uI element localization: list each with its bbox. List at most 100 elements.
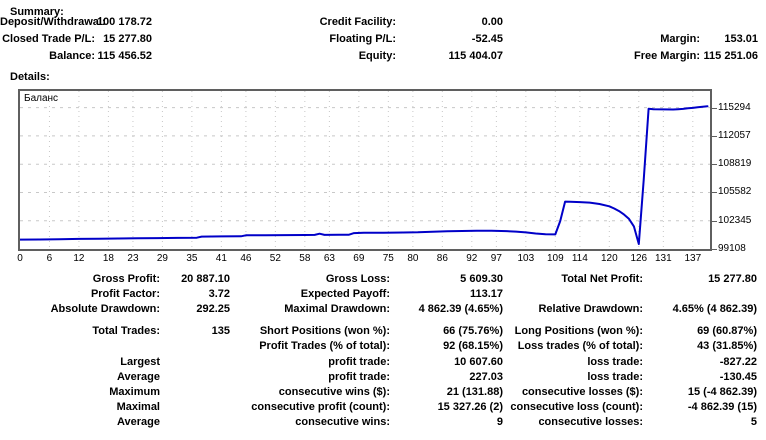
y-axis-tick xyxy=(712,107,717,109)
details-label xyxy=(0,339,160,354)
chart-plot-area: Баланс xyxy=(18,89,712,251)
x-axis-label: 52 xyxy=(269,253,281,264)
details-value: 43 (31.85%) xyxy=(697,340,757,352)
details-label: Expected Payoff: xyxy=(300,288,390,300)
x-axis-label: 58 xyxy=(299,253,311,264)
summary-row: Deposit/Withdrawal: 100 178.72 Credit Fa… xyxy=(0,15,758,30)
summary-label xyxy=(503,15,700,30)
details-label: consecutive loss (count): xyxy=(510,401,643,413)
details-value xyxy=(160,370,230,385)
details-value xyxy=(160,339,230,354)
details-label: profit trade: xyxy=(328,371,390,383)
x-axis-label: 35 xyxy=(186,253,198,264)
balance-line-svg xyxy=(20,91,710,249)
details-row: Profit Factor: 3.72 Expected Payoff: 113… xyxy=(0,287,757,302)
details-label: Maximal xyxy=(116,401,160,413)
details-value: 5 xyxy=(750,416,757,428)
details-value: -130.45 xyxy=(719,371,757,383)
details-value: 113.17 xyxy=(469,288,503,300)
details-label: consecutive wins: xyxy=(295,416,390,428)
details-label: Long Positions (won %): xyxy=(514,325,643,337)
details-section-title: Details: xyxy=(10,71,50,83)
y-axis-tick xyxy=(712,164,717,166)
y-axis-tick xyxy=(712,220,717,222)
details-label: Loss trades (% of total): xyxy=(517,340,643,352)
details-label: loss trade: xyxy=(587,371,643,383)
details-value: 15 327.26 (2) xyxy=(437,401,503,413)
details-row: Profit Trades (% of total): 92 (68.15%) … xyxy=(0,339,757,354)
details-label: consecutive profit (count): xyxy=(251,401,390,413)
details-label: Gross Loss: xyxy=(325,273,390,285)
y-axis-tick xyxy=(712,135,717,137)
x-axis-label: 18 xyxy=(102,253,114,264)
y-axis-label: 115294 xyxy=(718,101,751,113)
x-axis-label: 131 xyxy=(655,253,672,264)
details-value xyxy=(643,287,757,302)
details-label: Short Positions (won %): xyxy=(259,325,390,337)
summary-value: 100 178.72 xyxy=(96,16,152,28)
details-value: -827.22 xyxy=(719,356,757,368)
summary-label: Balance: xyxy=(49,50,95,62)
details-row: Average consecutive wins: 9 consecutive … xyxy=(0,415,757,430)
x-axis-label: 126 xyxy=(630,253,648,264)
details-value xyxy=(160,355,230,370)
summary-label: Floating P/L: xyxy=(329,33,396,45)
details-value: -4 862.39 (15) xyxy=(687,401,757,413)
details-value: 66 (75.76%) xyxy=(443,325,503,337)
details-value: 15 277.80 xyxy=(708,273,757,285)
x-axis-label: 114 xyxy=(571,253,588,264)
details-label: Total Trades: xyxy=(92,325,160,337)
details-label: Maximal Drawdown: xyxy=(284,303,390,315)
details-row: Total Trades: 135 Short Positions (won %… xyxy=(0,324,757,339)
summary-label: Equity: xyxy=(358,50,396,62)
details-label: loss trade: xyxy=(587,356,643,368)
chart-title: Баланс xyxy=(24,93,59,104)
details-value: 3.72 xyxy=(208,288,230,300)
summary-section-title: Summary: xyxy=(10,6,64,18)
details-row: Maximal consecutive profit (count): 15 3… xyxy=(0,400,757,415)
x-axis-label: 41 xyxy=(215,253,227,264)
summary-value: 115 251.06 xyxy=(703,50,758,62)
summary-value: -52.45 xyxy=(471,33,503,45)
details-label xyxy=(503,287,643,302)
x-axis-label: 23 xyxy=(127,253,139,264)
details-value: 9 xyxy=(496,416,503,428)
details-label: consecutive losses: xyxy=(538,416,643,428)
details-label: consecutive losses ($): xyxy=(521,386,643,398)
summary-value: 115 404.07 xyxy=(448,50,503,62)
y-axis-label: 99108 xyxy=(718,243,746,254)
y-axis-label: 112057 xyxy=(718,129,751,141)
details-value: 135 xyxy=(211,325,230,337)
details-label: Average xyxy=(116,416,160,428)
summary-label: Credit Facility: xyxy=(319,16,396,28)
details-label: Relative Drawdown: xyxy=(538,303,643,315)
summary-label: Margin: xyxy=(660,33,700,45)
details-value: 69 (60.87%) xyxy=(697,325,757,337)
details-label: Profit Trades (% of total): xyxy=(259,340,390,352)
summary-row: Closed Trade P/L: 15 277.80 Floating P/L… xyxy=(0,32,758,47)
x-axis-label: 6 xyxy=(46,253,53,264)
details-label: Profit Factor: xyxy=(90,288,160,300)
details-value xyxy=(160,400,230,415)
details-value: 20 887.10 xyxy=(181,273,230,285)
x-axis-label: 0 xyxy=(17,253,23,264)
details-row: Absolute Drawdown: 292.25 Maximal Drawdo… xyxy=(0,302,757,317)
details-value xyxy=(160,415,230,430)
x-axis-label: 29 xyxy=(156,253,168,264)
x-axis-label: 109 xyxy=(546,253,564,264)
details-value: 4.65% (4 862.39) xyxy=(672,303,757,315)
details-value: 4 862.39 (4.65%) xyxy=(418,303,503,315)
x-axis-label: 137 xyxy=(684,253,702,264)
balance-chart: Баланс 0 6 12 18 23 29 35 41 46 52 58 63 69 75 80 86 92 9… xyxy=(0,85,766,270)
x-axis-label: 92 xyxy=(466,253,478,264)
balance-series-line xyxy=(20,105,709,245)
summary-label: Closed Trade P/L: xyxy=(2,33,95,45)
details-label: Gross Profit: xyxy=(92,273,160,285)
details-value: 292.25 xyxy=(196,303,230,315)
details-label: Absolute Drawdown: xyxy=(50,303,160,315)
summary-label: Deposit/Withdrawal: xyxy=(0,16,106,28)
x-axis-label: 97 xyxy=(490,253,502,264)
details-row: Maximum consecutive wins ($): 21 (131.88… xyxy=(0,385,757,400)
x-axis-label: 75 xyxy=(382,253,394,264)
